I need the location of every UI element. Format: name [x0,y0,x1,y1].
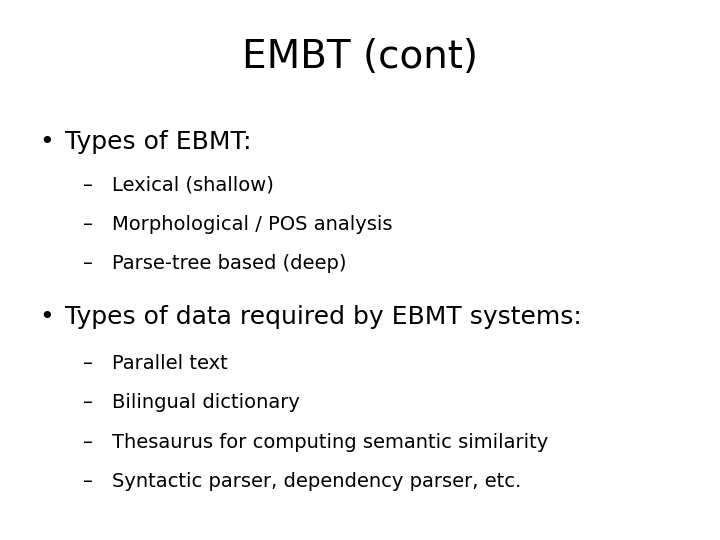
Text: Bilingual dictionary: Bilingual dictionary [112,393,300,412]
Text: •: • [40,305,54,329]
Text: –: – [83,354,93,373]
Text: –: – [83,176,93,194]
Text: Lexical (shallow): Lexical (shallow) [112,176,274,194]
Text: Parse-tree based (deep): Parse-tree based (deep) [112,254,346,273]
Text: Types of EBMT:: Types of EBMT: [65,130,251,153]
Text: –: – [83,393,93,412]
Text: Types of data required by EBMT systems:: Types of data required by EBMT systems: [65,305,582,329]
Text: Parallel text: Parallel text [112,354,228,373]
Text: Thesaurus for computing semantic similarity: Thesaurus for computing semantic similar… [112,433,548,451]
Text: –: – [83,433,93,451]
Text: –: – [83,254,93,273]
Text: •: • [40,130,54,153]
Text: –: – [83,215,93,234]
Text: –: – [83,472,93,491]
Text: Syntactic parser, dependency parser, etc.: Syntactic parser, dependency parser, etc… [112,472,521,491]
Text: Morphological / POS analysis: Morphological / POS analysis [112,215,392,234]
Text: EMBT (cont): EMBT (cont) [242,38,478,76]
